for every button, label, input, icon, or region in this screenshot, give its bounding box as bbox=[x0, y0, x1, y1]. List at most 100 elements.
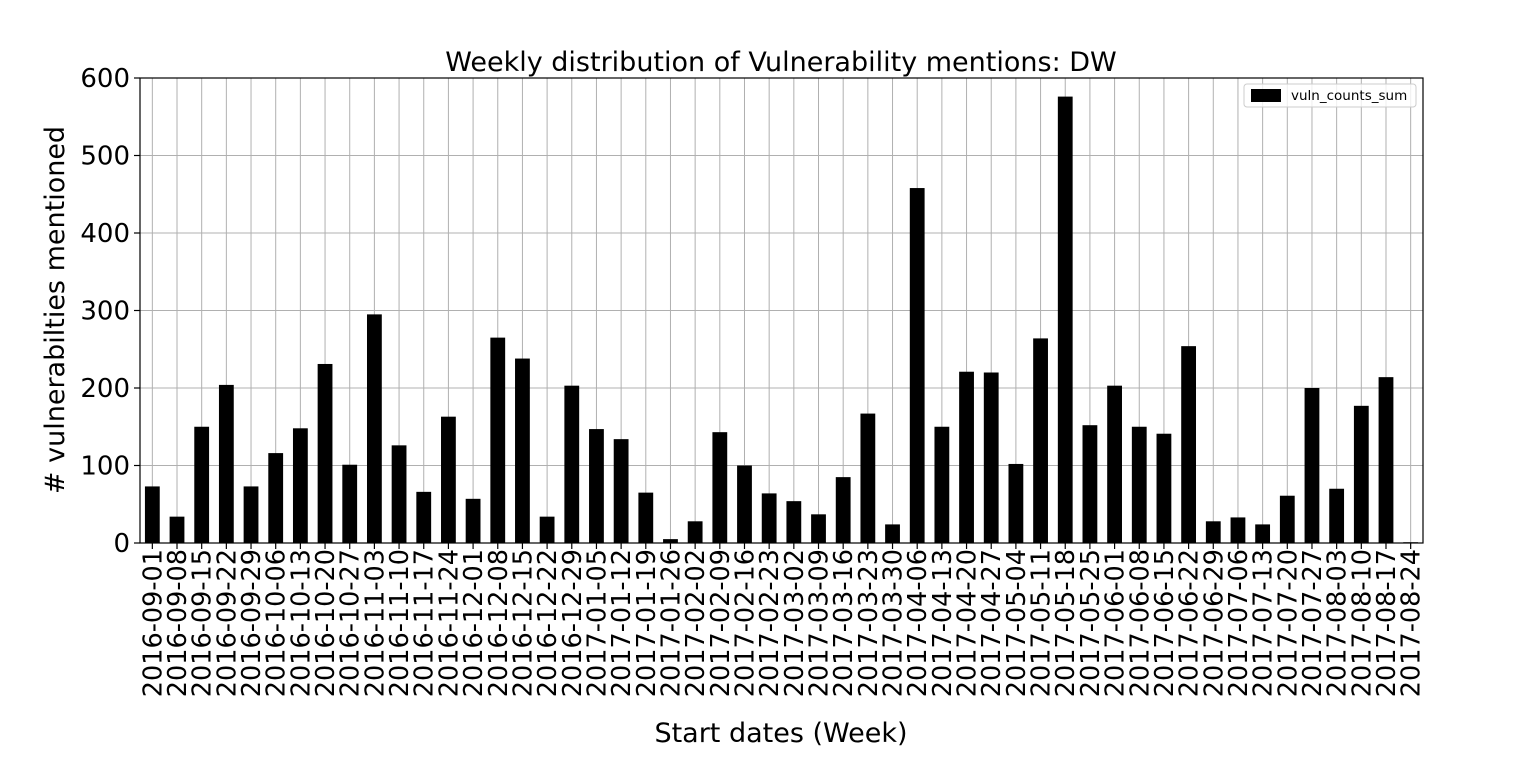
x-tick-label: 2016-09-22 bbox=[212, 549, 242, 697]
bar bbox=[860, 413, 876, 543]
bar bbox=[835, 477, 851, 543]
x-tick-label: 2017-02-02 bbox=[681, 549, 711, 697]
bar bbox=[1181, 346, 1197, 543]
bar bbox=[416, 491, 432, 543]
legend: vuln_counts_sum bbox=[1243, 83, 1417, 108]
x-tick-label: 2017-04-13 bbox=[928, 549, 958, 697]
bar bbox=[441, 416, 456, 543]
bar bbox=[1107, 385, 1122, 543]
x-tick-label: 2016-11-24 bbox=[434, 549, 464, 697]
legend-box bbox=[1243, 83, 1417, 108]
bar bbox=[465, 498, 481, 543]
x-tick-label: 2017-03-23 bbox=[854, 549, 884, 697]
bar bbox=[366, 314, 382, 543]
bar bbox=[1033, 338, 1048, 543]
x-tick-label: 2017-06-01 bbox=[1101, 549, 1131, 697]
x-tick-label: 2016-11-10 bbox=[385, 549, 415, 697]
bar bbox=[712, 432, 728, 543]
x-tick-label: 2016-10-20 bbox=[311, 549, 341, 697]
x-tick-label: 2017-05-11 bbox=[1027, 549, 1057, 697]
x-ticks: 2016-09-012016-09-082016-09-152016-09-22… bbox=[138, 543, 1427, 697]
y-tick-label: 300 bbox=[80, 297, 130, 327]
x-tick-label: 2017-01-12 bbox=[607, 549, 637, 697]
x-tick-label: 2017-02-16 bbox=[730, 549, 760, 697]
bar bbox=[786, 501, 802, 543]
grid bbox=[140, 77, 1423, 544]
bar bbox=[737, 465, 752, 543]
bar bbox=[909, 188, 925, 544]
bar bbox=[490, 337, 506, 543]
x-tick-label: 2017-04-27 bbox=[977, 549, 1007, 697]
y-tick-label: 100 bbox=[80, 452, 130, 482]
x-tick-label: 2017-06-29 bbox=[1199, 549, 1229, 697]
x-tick-label: 2016-10-27 bbox=[336, 549, 366, 697]
y-tick-label: 400 bbox=[80, 219, 130, 249]
bar bbox=[1353, 405, 1369, 543]
bar bbox=[589, 429, 604, 543]
bar bbox=[761, 493, 777, 543]
x-tick-label: 2017-06-08 bbox=[1125, 549, 1155, 697]
bar bbox=[1255, 524, 1271, 543]
x-tick-label: 2016-12-15 bbox=[508, 549, 538, 697]
bar bbox=[811, 514, 826, 543]
bar bbox=[983, 372, 999, 543]
bar bbox=[613, 439, 629, 543]
x-tick-label: 2017-07-06 bbox=[1224, 549, 1254, 697]
x-tick-label: 2017-08-17 bbox=[1372, 549, 1402, 697]
bar bbox=[194, 426, 210, 543]
bar bbox=[391, 445, 407, 543]
x-tick-label: 2017-05-18 bbox=[1051, 549, 1081, 697]
x-tick-label: 2017-03-09 bbox=[805, 549, 835, 697]
bar bbox=[1378, 377, 1394, 543]
bar bbox=[1008, 463, 1024, 543]
x-tick-label: 2016-12-29 bbox=[558, 549, 588, 697]
bar bbox=[317, 363, 333, 543]
bar bbox=[1156, 433, 1172, 543]
x-tick-label: 2017-03-16 bbox=[829, 549, 859, 697]
bar bbox=[1329, 488, 1345, 543]
chart-title: Weekly distribution of Vulnerability men… bbox=[445, 47, 1116, 78]
x-tick-label: 2017-07-27 bbox=[1298, 549, 1328, 697]
x-tick-label: 2016-12-08 bbox=[484, 549, 514, 697]
bar bbox=[292, 428, 308, 543]
y-tick-label: 200 bbox=[80, 374, 130, 404]
x-tick-label: 2017-02-09 bbox=[706, 549, 736, 697]
x-tick-label: 2016-09-15 bbox=[188, 549, 218, 697]
bar bbox=[268, 453, 284, 543]
x-tick-label: 2016-09-08 bbox=[163, 549, 193, 697]
x-tick-label: 2016-09-29 bbox=[237, 549, 267, 697]
y-tick-label: 500 bbox=[80, 142, 130, 172]
x-tick-label: 2017-06-15 bbox=[1150, 549, 1180, 697]
x-tick-label: 2017-03-02 bbox=[780, 549, 810, 697]
x-tick-label: 2016-11-03 bbox=[360, 549, 390, 697]
x-tick-label: 2017-06-22 bbox=[1175, 549, 1205, 697]
x-tick-label: 2017-04-20 bbox=[953, 549, 983, 697]
y-ticks: 0 100 200 300 400 500 600 bbox=[80, 64, 140, 559]
x-tick-label: 2016-10-06 bbox=[262, 549, 292, 697]
bar bbox=[1304, 388, 1320, 543]
bar bbox=[885, 524, 900, 543]
bar bbox=[1131, 426, 1147, 543]
bar bbox=[169, 516, 185, 543]
bar bbox=[218, 384, 234, 543]
x-tick-label: 2017-08-03 bbox=[1323, 549, 1353, 697]
bar bbox=[144, 486, 160, 543]
x-axis-label: Start dates (Week) bbox=[654, 718, 907, 749]
x-tick-label: 2017-08-10 bbox=[1347, 549, 1377, 697]
bar bbox=[243, 486, 259, 543]
x-tick-label: 2016-12-01 bbox=[459, 549, 489, 697]
bar bbox=[1230, 517, 1246, 543]
x-tick-label: 2017-01-26 bbox=[656, 549, 686, 697]
x-tick-label: 2017-08-24 bbox=[1397, 549, 1427, 697]
y-tick-label: 0 bbox=[113, 529, 130, 559]
x-tick-label: 2017-05-25 bbox=[1076, 549, 1106, 697]
legend-label: vuln_counts_sum bbox=[1291, 88, 1407, 104]
bar bbox=[539, 516, 555, 543]
x-tick-label: 2017-01-19 bbox=[632, 549, 662, 697]
bar bbox=[638, 492, 654, 543]
bar bbox=[1057, 96, 1073, 543]
x-tick-label: 2016-12-22 bbox=[533, 549, 563, 697]
x-tick-label: 2017-07-13 bbox=[1249, 549, 1279, 697]
